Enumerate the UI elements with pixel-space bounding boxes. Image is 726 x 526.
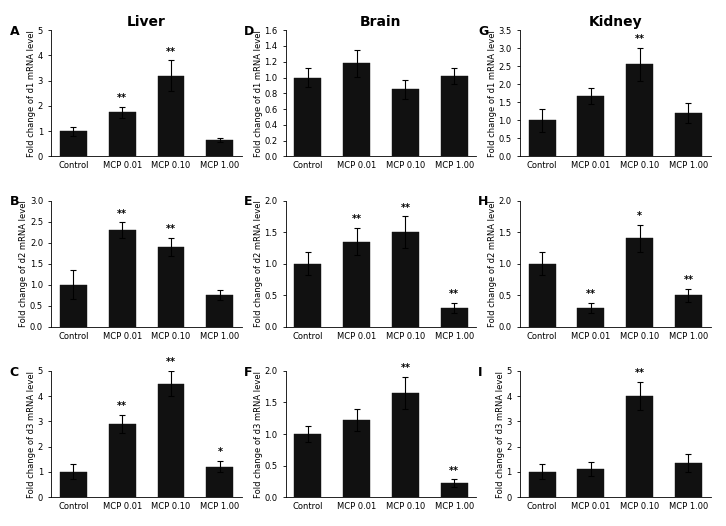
Bar xyxy=(529,472,555,497)
Text: *: * xyxy=(217,448,222,458)
Bar xyxy=(441,483,468,497)
Y-axis label: Fold change of d3 mRNA level: Fold change of d3 mRNA level xyxy=(28,370,36,498)
Title: Kidney: Kidney xyxy=(589,15,642,29)
Text: F: F xyxy=(244,366,253,379)
Y-axis label: Fold change of d3 mRNA level: Fold change of d3 mRNA level xyxy=(496,370,505,498)
Bar xyxy=(627,65,653,156)
Text: **: ** xyxy=(449,289,459,299)
Text: **: ** xyxy=(118,93,127,103)
Bar xyxy=(343,420,370,497)
Bar xyxy=(675,463,702,497)
Bar xyxy=(158,76,184,156)
Bar xyxy=(577,469,604,497)
Bar xyxy=(529,120,555,156)
Bar xyxy=(158,383,184,497)
Text: **: ** xyxy=(118,401,127,411)
Y-axis label: Fold change of d2 mRNA level: Fold change of d2 mRNA level xyxy=(488,200,497,327)
Bar xyxy=(392,232,419,327)
Bar xyxy=(392,393,419,497)
Bar xyxy=(343,63,370,156)
Bar xyxy=(675,113,702,156)
Y-axis label: Fold change of d1 mRNA level: Fold change of d1 mRNA level xyxy=(488,30,497,157)
Text: **: ** xyxy=(118,209,127,219)
Bar xyxy=(294,264,321,327)
Text: *: * xyxy=(637,211,643,221)
Text: **: ** xyxy=(166,357,176,367)
Text: **: ** xyxy=(635,34,645,44)
Text: B: B xyxy=(9,196,19,208)
Bar xyxy=(206,295,233,327)
Text: **: ** xyxy=(586,289,596,299)
Title: Liver: Liver xyxy=(127,15,166,29)
Bar xyxy=(206,140,233,156)
Bar xyxy=(60,472,87,497)
Bar xyxy=(627,396,653,497)
Text: **: ** xyxy=(400,363,410,373)
Bar xyxy=(294,434,321,497)
Text: I: I xyxy=(478,366,483,379)
Bar xyxy=(627,238,653,327)
Bar xyxy=(441,76,468,156)
Bar xyxy=(392,89,419,156)
Bar xyxy=(206,467,233,497)
Bar xyxy=(109,424,136,497)
Text: **: ** xyxy=(351,214,362,224)
Text: D: D xyxy=(244,25,254,38)
Title: Brain: Brain xyxy=(360,15,401,29)
Y-axis label: Fold change of d2 mRNA level: Fold change of d2 mRNA level xyxy=(254,200,263,327)
Y-axis label: Fold change of d2 mRNA level: Fold change of d2 mRNA level xyxy=(20,200,28,327)
Text: **: ** xyxy=(635,368,645,379)
Bar xyxy=(109,230,136,327)
Text: **: ** xyxy=(400,203,410,213)
Bar xyxy=(675,295,702,327)
Text: **: ** xyxy=(449,466,459,476)
Y-axis label: Fold change of d1 mRNA level: Fold change of d1 mRNA level xyxy=(254,30,263,157)
Bar xyxy=(109,112,136,156)
Text: C: C xyxy=(9,366,19,379)
Text: **: ** xyxy=(166,47,176,57)
Bar xyxy=(60,131,87,156)
Bar xyxy=(294,77,321,156)
Y-axis label: Fold change of d3 mRNA level: Fold change of d3 mRNA level xyxy=(254,370,263,498)
Text: A: A xyxy=(9,25,19,38)
Bar xyxy=(343,241,370,327)
Bar xyxy=(60,285,87,327)
Text: G: G xyxy=(478,25,489,38)
Bar xyxy=(441,308,468,327)
Text: **: ** xyxy=(683,275,693,285)
Text: **: ** xyxy=(166,224,176,234)
Text: H: H xyxy=(478,196,489,208)
Bar xyxy=(577,96,604,156)
Bar xyxy=(529,264,555,327)
Bar xyxy=(158,247,184,327)
Text: E: E xyxy=(244,196,253,208)
Y-axis label: Fold change of d1 mRNA level: Fold change of d1 mRNA level xyxy=(28,30,36,157)
Bar xyxy=(577,308,604,327)
